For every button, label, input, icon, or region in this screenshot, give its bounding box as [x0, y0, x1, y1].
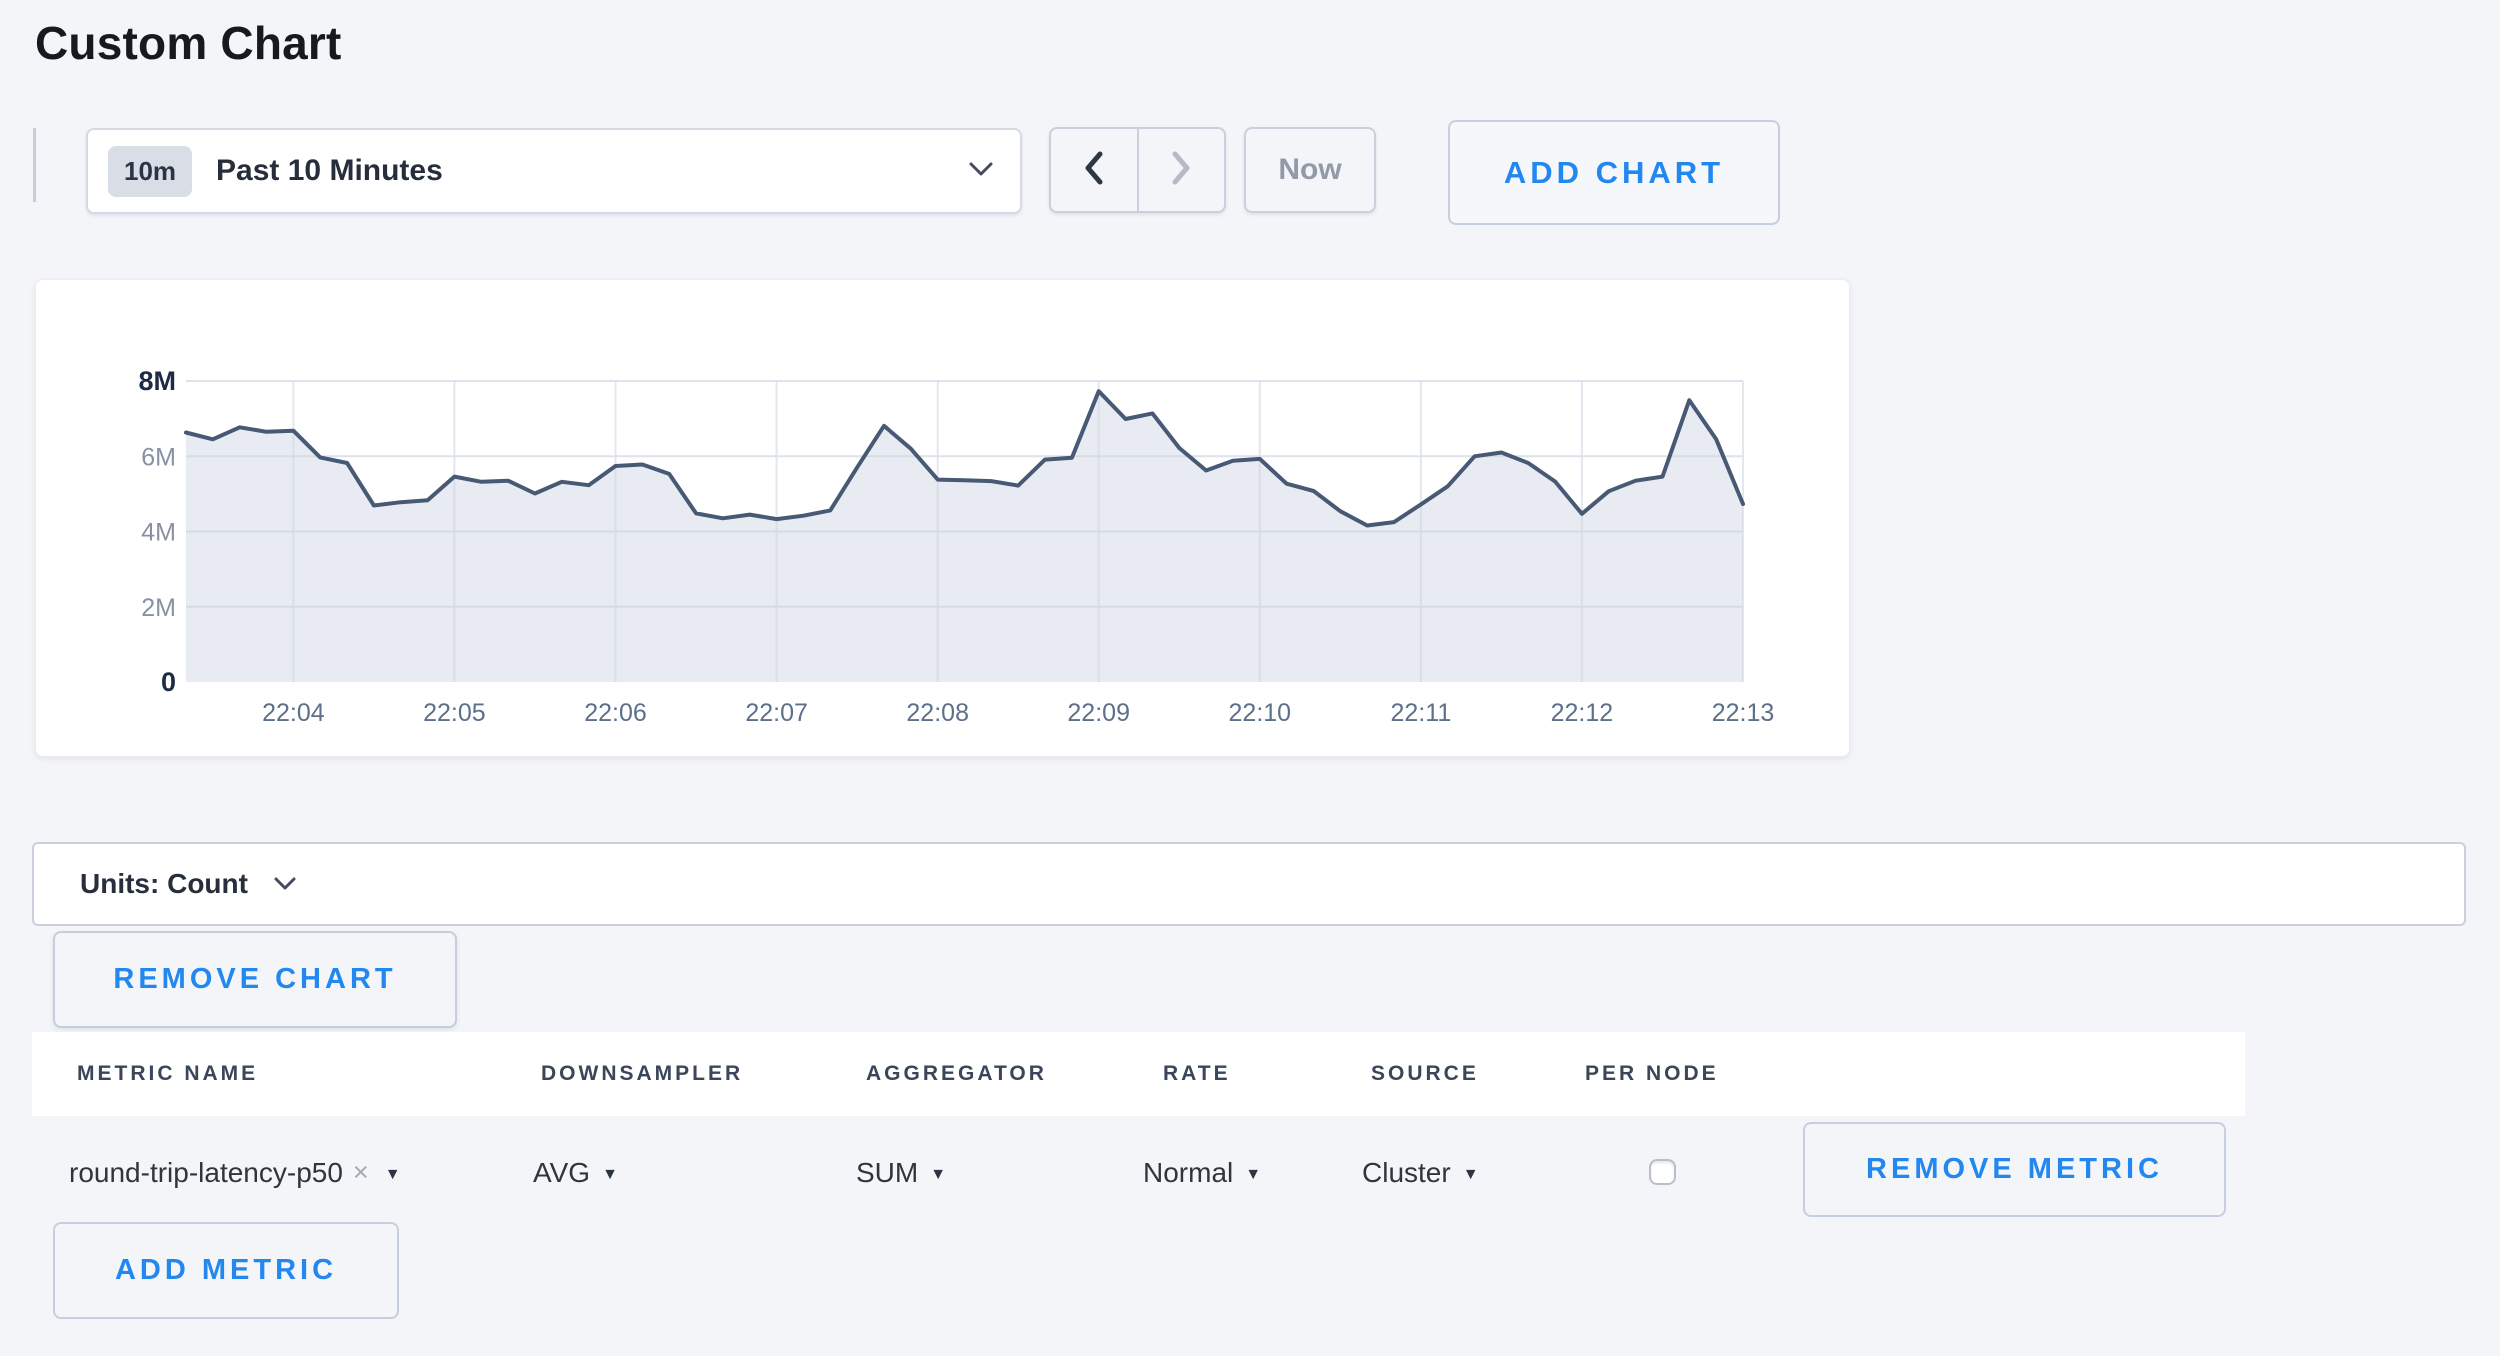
svg-text:6M: 6M — [141, 443, 176, 471]
svg-text:22:07: 22:07 — [745, 699, 808, 727]
caret-down-icon: ▼ — [602, 1165, 618, 1183]
svg-text:8M: 8M — [138, 366, 176, 396]
timeseries-chart-svg: 0 2M 4M 6M 8M 22:04 22:05 22:06 22:07 22:08 22:09 2… — [138, 366, 1775, 727]
svg-text:22:13: 22:13 — [1712, 699, 1775, 727]
metrics-table-header: METRIC NAME DOWNSAMPLER AGGREGATOR RATE … — [32, 1032, 2245, 1116]
aggregator-select[interactable]: SUM ▼ — [856, 1145, 946, 1200]
caret-down-icon: ▼ — [384, 1165, 401, 1183]
units-label: Units: Count — [80, 868, 248, 899]
chevron-down-icon — [274, 877, 296, 895]
column-header-source: SOURCE — [1371, 1062, 1479, 1085]
time-range-badge: 10m — [108, 145, 193, 197]
add-chart-button[interactable]: ADD CHART — [1448, 120, 1780, 225]
units-dropdown[interactable]: Units: Count — [32, 842, 2466, 926]
source-select[interactable]: Cluster ▼ — [1362, 1145, 1479, 1200]
svg-text:0: 0 — [161, 667, 176, 697]
column-header-aggregator: AGGREGATOR — [866, 1062, 1047, 1085]
svg-text:22:08: 22:08 — [906, 699, 969, 727]
toolbar-accent-divider — [33, 128, 36, 202]
downsampler-select[interactable]: AVG ▼ — [533, 1145, 618, 1200]
svg-text:22:05: 22:05 — [423, 699, 486, 727]
next-time-button[interactable] — [1139, 129, 1225, 211]
chevron-right-icon — [1170, 150, 1192, 191]
source-value: Cluster — [1362, 1156, 1451, 1188]
clear-metric-icon[interactable]: × — [352, 1157, 369, 1187]
chevron-left-icon — [1083, 150, 1105, 191]
metric-name-select[interactable]: round-trip-latency-p50 × ▼ — [69, 1145, 401, 1200]
time-range-dropdown[interactable]: 10m Past 10 Minutes — [86, 128, 1022, 214]
downsampler-value: AVG — [533, 1156, 591, 1188]
per-node-checkbox[interactable] — [1649, 1159, 1676, 1185]
caret-down-icon: ▼ — [1462, 1165, 1479, 1183]
metric-name-value: round-trip-latency-p50 — [69, 1156, 343, 1188]
aggregator-value: SUM — [856, 1156, 919, 1188]
column-header-rate: RATE — [1163, 1062, 1231, 1085]
column-header-per-node: PER NODE — [1585, 1062, 1719, 1085]
add-metric-button[interactable]: ADD METRIC — [53, 1222, 399, 1319]
chevron-down-icon — [968, 161, 994, 182]
caret-down-icon: ▼ — [1245, 1165, 1262, 1183]
rate-value: Normal — [1143, 1156, 1234, 1188]
time-range-label: Past 10 Minutes — [216, 154, 443, 187]
remove-metric-button[interactable]: REMOVE METRIC — [1803, 1122, 2226, 1217]
time-pager — [1049, 127, 1226, 213]
remove-chart-button[interactable]: REMOVE CHART — [53, 931, 457, 1028]
svg-text:22:06: 22:06 — [584, 699, 647, 727]
column-header-downsampler: DOWNSAMPLER — [541, 1062, 744, 1085]
prev-time-button[interactable] — [1051, 129, 1137, 211]
svg-text:22:11: 22:11 — [1391, 699, 1452, 727]
column-header-metric-name: METRIC NAME — [77, 1062, 259, 1085]
caret-down-icon: ▼ — [930, 1165, 947, 1183]
rate-select[interactable]: Normal ▼ — [1143, 1145, 1261, 1200]
svg-text:4M: 4M — [141, 519, 176, 547]
pager-divider — [1136, 129, 1139, 211]
svg-text:22:09: 22:09 — [1067, 699, 1130, 727]
svg-text:22:12: 22:12 — [1551, 699, 1614, 727]
svg-text:2M: 2M — [141, 594, 176, 622]
now-button[interactable]: Now — [1244, 127, 1376, 213]
page-title: Custom Chart — [35, 17, 342, 69]
timeseries-chart-card: 0 2M 4M 6M 8M 22:04 22:05 22:06 22:07 22:08 22:09 2… — [35, 279, 1850, 757]
svg-text:22:10: 22:10 — [1229, 699, 1292, 727]
svg-text:22:04: 22:04 — [262, 699, 325, 727]
